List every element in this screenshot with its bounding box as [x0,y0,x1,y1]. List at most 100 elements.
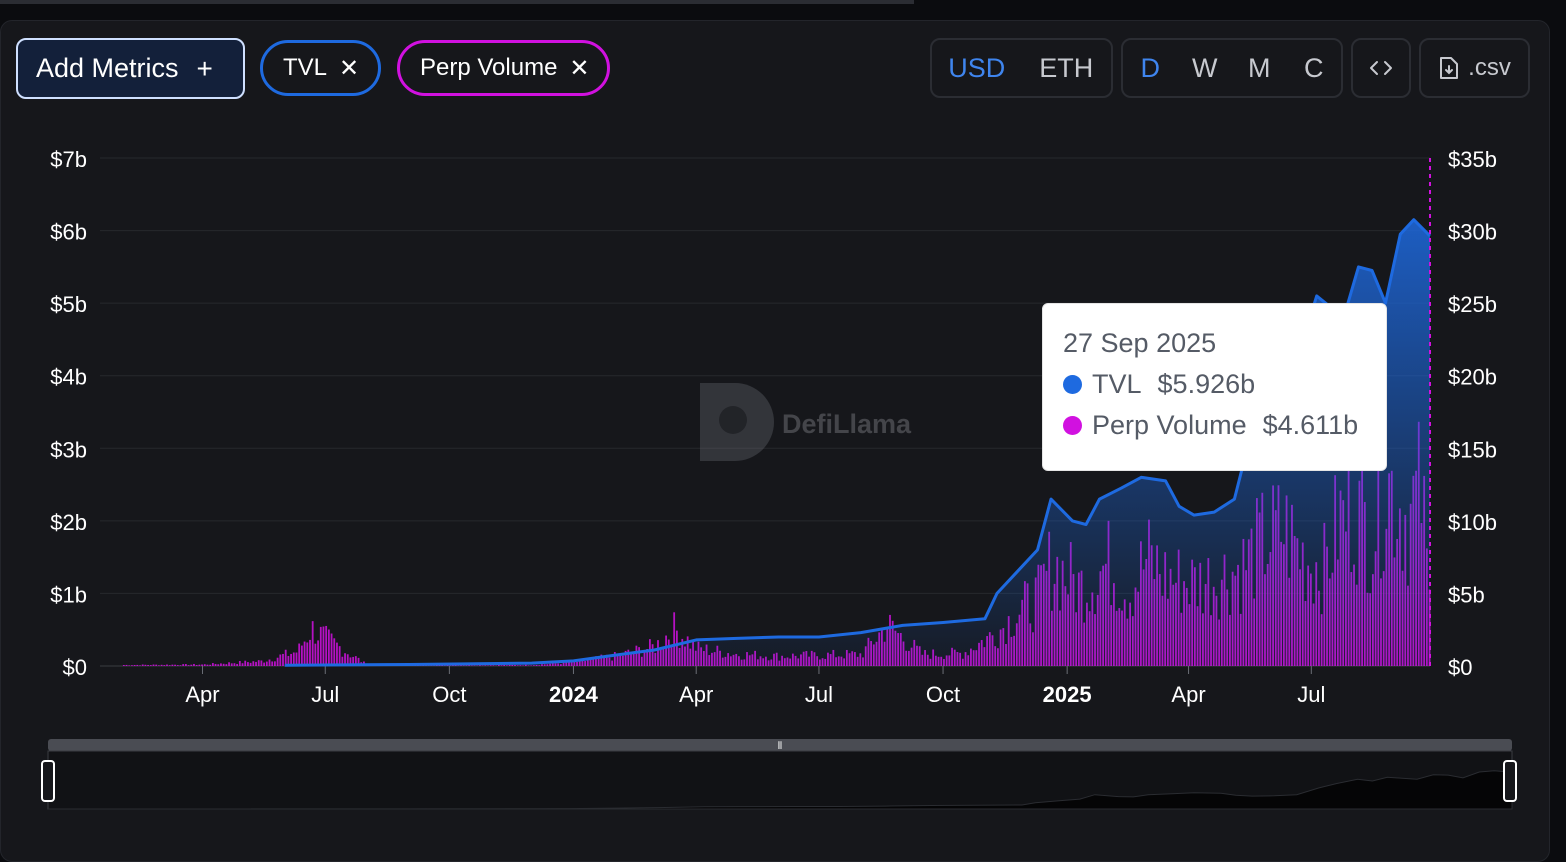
perp-volume-bar [228,662,230,666]
perp-volume-bar [271,661,273,666]
x-tick-label: Jul [805,682,833,707]
y-left-tick-label: $2b [50,510,87,535]
perp-volume-bar [158,665,160,666]
y-left-tick-label: $5b [50,292,87,317]
perp-volume-bar [298,644,300,666]
perp-volume-bar [147,665,149,666]
range-grip-icon[interactable]: ⦀ [778,741,782,752]
perp-volume-bar [145,665,147,666]
y-left-tick-label: $7b [50,147,87,172]
perp-volume-bar [185,664,187,666]
perp-volume-bar [136,665,138,666]
perp-volume-bar [231,663,233,666]
tvl-dot-icon [1063,375,1082,394]
perp-volume-bar [269,660,271,666]
tooltip-series-name: TVL [1092,369,1142,400]
x-tick-label: Oct [926,682,960,707]
range-handle-left[interactable] [42,761,54,801]
perp-volume-bar [320,627,322,666]
y-left-tick-label: $4b [50,365,87,390]
perp-volume-bar [242,663,244,666]
range-slider[interactable]: ⦀ [42,739,1516,809]
perp-volume-bar [169,665,171,666]
defillama-watermark: DefiLlama [700,383,912,461]
y-right-tick-label: $15b [1448,437,1497,462]
perp-volume-bar [312,621,314,666]
x-tick-label: Oct [432,682,466,707]
y-axis-right: $0$5b$10b$15b$20b$25b$30b$35b [1448,147,1497,680]
chart-tooltip: 27 Sep 2025 TVL $5.926b Perp Volume $4.6… [1042,303,1387,471]
perp-volume-bar [155,665,157,666]
x-tick-label: Apr [185,682,219,707]
perp-volume-dot-icon [1063,416,1082,435]
y-right-tick-label: $20b [1448,365,1497,390]
range-handle-right[interactable] [1504,761,1516,801]
perp-volume-bar [209,665,211,666]
y-left-tick-label: $1b [50,582,87,607]
perp-volume-bar [263,663,265,666]
perp-volume-bar [217,664,219,666]
perp-volume-bar [196,665,198,666]
perp-volume-bar [212,663,214,666]
perp-volume-bar [123,665,125,666]
tooltip-series-name: Perp Volume [1092,410,1247,441]
perp-volume-bar [328,630,330,666]
perp-volume-bar [220,663,222,666]
y-right-tick-label: $10b [1448,510,1497,535]
y-right-tick-label: $35b [1448,147,1497,172]
llama-logo [700,383,774,461]
perp-volume-bar [215,664,217,666]
tooltip-series-value: $4.611b [1263,410,1359,441]
perp-volume-bar [314,644,316,666]
perp-volume-bar [301,646,303,666]
perp-volume-bar [255,662,257,666]
perp-volume-bar [266,662,268,666]
x-tick-label: 2024 [549,682,599,707]
tooltip-series-value: $5.926b [1158,369,1256,400]
y-right-tick-label: $25b [1448,292,1497,317]
perp-volume-bar [171,665,173,666]
perp-volume-bar [190,665,192,666]
perp-volume-bar [323,627,325,666]
perp-volume-bar [250,663,252,666]
perp-volume-bar [236,664,238,666]
perp-volume-bar [223,664,225,666]
perp-volume-bar [153,665,155,666]
y-left-tick-label: $6b [50,220,87,245]
perp-volume-bar [234,663,236,666]
perp-volume-bar [304,642,306,666]
perp-volume-bar [201,664,203,666]
y-right-tick-label: $30b [1448,220,1497,245]
perp-volume-bar [182,664,184,666]
perp-volume-bar [279,654,281,666]
perp-volume-bar [207,665,209,666]
perp-volume-bar [142,665,144,666]
perp-volume-bar [325,626,327,666]
perp-volume-bar [333,638,335,666]
perp-volume-bar [139,665,141,666]
x-tick-label: Jul [1297,682,1325,707]
perp-volume-bar [252,661,254,666]
perp-volume-bar [126,665,128,666]
y-axis-left: $0$1b$2b$3b$4b$5b$6b$7b [50,147,87,680]
x-tick-label: 2025 [1043,682,1092,707]
x-tick-label: Jul [311,682,339,707]
perp-volume-bar [309,640,311,666]
perp-volume-bar [261,660,263,666]
perp-volume-bar [239,661,241,666]
perp-volume-bar [150,665,152,666]
tooltip-row-perp-volume: Perp Volume $4.611b [1063,410,1366,441]
perp-volume-bar [134,665,136,666]
perp-volume-bar [258,660,260,666]
perp-volume-bar [247,662,249,666]
y-right-tick-label: $5b [1448,582,1485,607]
perp-volume-bar [128,665,130,666]
perp-volume-bar [166,665,168,666]
perp-volume-bar [285,650,287,666]
perp-volume-bar [180,665,182,666]
x-tick-label: Apr [1171,682,1205,707]
perp-volume-bar [339,646,341,666]
tooltip-row-tvl: TVL $5.926b [1063,369,1366,400]
perp-volume-bar [198,665,200,666]
